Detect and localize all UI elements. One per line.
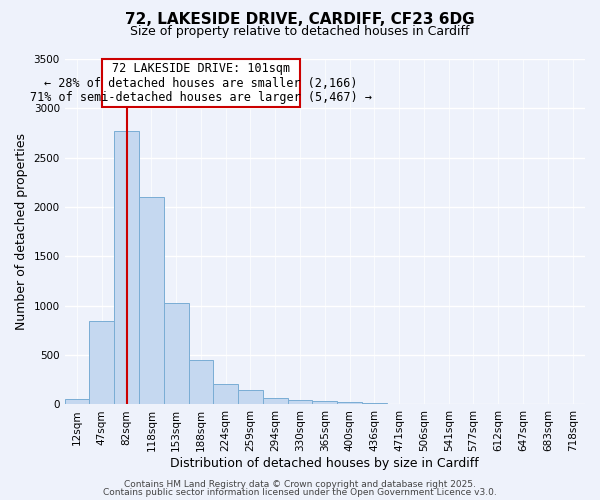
Bar — [263, 398, 287, 404]
Bar — [313, 400, 337, 404]
Bar — [114, 130, 139, 404]
Text: Size of property relative to detached houses in Cardiff: Size of property relative to detached ho… — [130, 25, 470, 38]
Bar — [337, 402, 362, 404]
Text: Contains HM Land Registry data © Crown copyright and database right 2025.: Contains HM Land Registry data © Crown c… — [124, 480, 476, 489]
Text: 71% of semi-detached houses are larger (5,467) →: 71% of semi-detached houses are larger (… — [30, 92, 372, 104]
Bar — [287, 400, 313, 404]
Bar — [164, 303, 188, 404]
X-axis label: Distribution of detached houses by size in Cardiff: Distribution of detached houses by size … — [170, 457, 479, 470]
Bar — [89, 320, 114, 404]
Text: ← 28% of detached houses are smaller (2,166): ← 28% of detached houses are smaller (2,… — [44, 76, 358, 90]
Bar — [214, 384, 238, 404]
Y-axis label: Number of detached properties: Number of detached properties — [15, 133, 28, 330]
Text: 72, LAKESIDE DRIVE, CARDIFF, CF23 6DG: 72, LAKESIDE DRIVE, CARDIFF, CF23 6DG — [125, 12, 475, 28]
Text: 72 LAKESIDE DRIVE: 101sqm: 72 LAKESIDE DRIVE: 101sqm — [112, 62, 290, 74]
Text: Contains public sector information licensed under the Open Government Licence v3: Contains public sector information licen… — [103, 488, 497, 497]
Bar — [65, 398, 89, 404]
Bar — [238, 390, 263, 404]
Bar — [139, 197, 164, 404]
Bar — [188, 360, 214, 405]
